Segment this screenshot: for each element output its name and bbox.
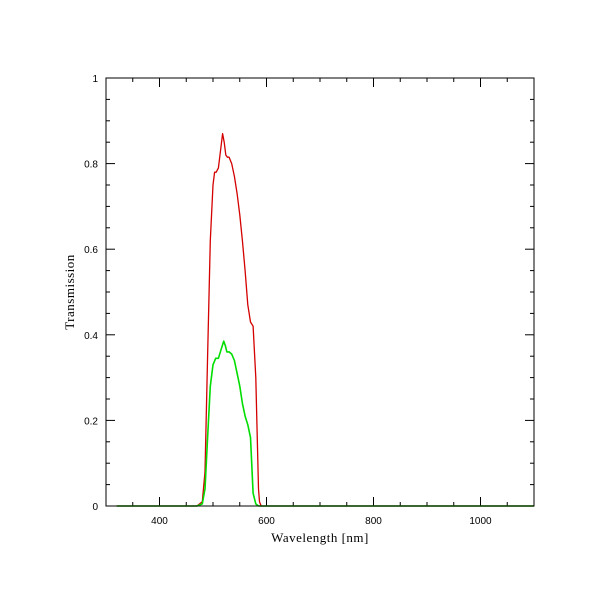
x-axis-title: Wavelength [nm] bbox=[271, 530, 369, 545]
x-tick-label: 600 bbox=[258, 516, 275, 527]
x-tick-label: 800 bbox=[365, 516, 382, 527]
y-tick-label: 1 bbox=[92, 74, 98, 85]
y-axis-title: Transmission bbox=[62, 254, 77, 330]
x-tick-label: 400 bbox=[151, 516, 168, 527]
plot-frame bbox=[105, 77, 535, 507]
tick-labels: 400 600 800 1000 0 0.2 0.4 0.6 0.8 1 bbox=[84, 74, 492, 527]
x-tick-label: 1000 bbox=[469, 516, 492, 527]
y-tick-label: 0 bbox=[92, 502, 98, 513]
y-tick-label: 0.6 bbox=[84, 245, 98, 256]
y-tick-label: 0.8 bbox=[84, 160, 98, 171]
series-line-1 bbox=[116, 132, 534, 507]
axis-ticks bbox=[106, 78, 534, 506]
y-tick-label: 0.4 bbox=[84, 331, 98, 342]
y-tick-label: 0.2 bbox=[84, 416, 98, 427]
